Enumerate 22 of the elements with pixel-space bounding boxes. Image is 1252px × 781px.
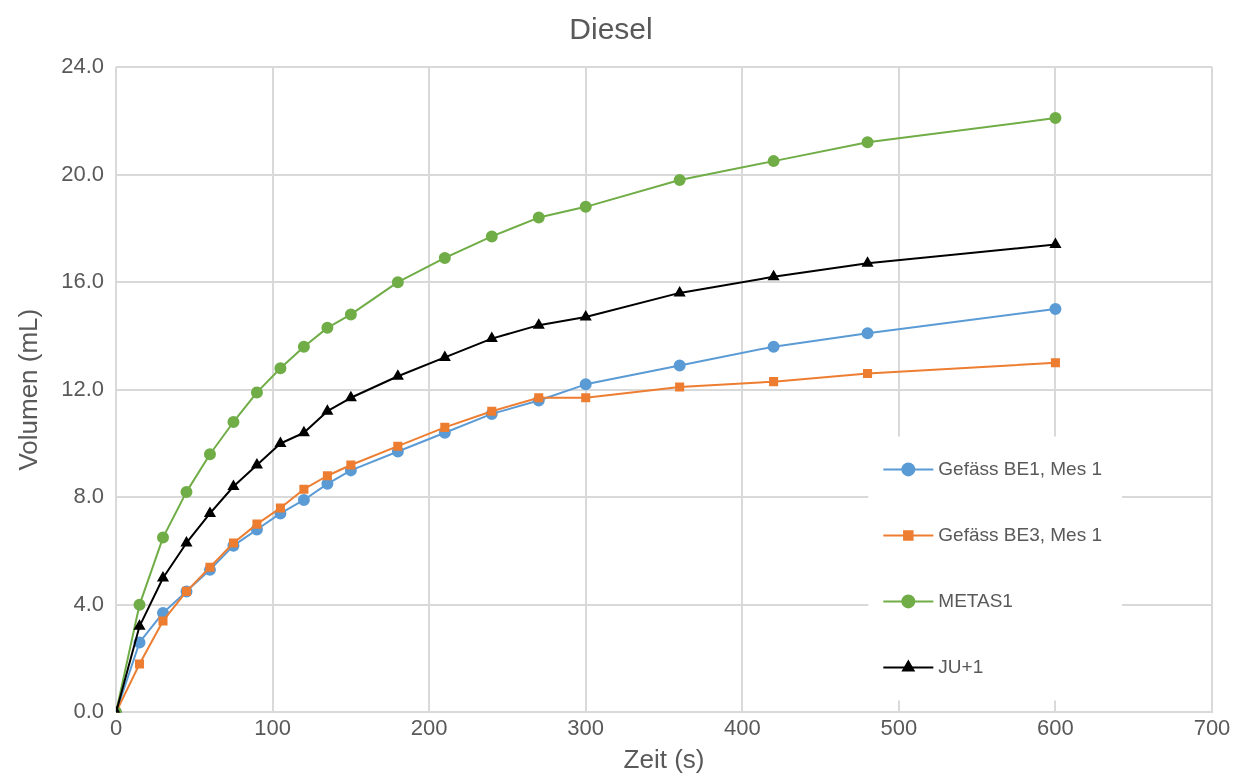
y-tick-label: 0.0 <box>73 698 105 724</box>
y-tick-label: 12.0 <box>61 375 105 401</box>
y-tick-label: 8.0 <box>73 483 105 509</box>
y-tick-label: 16.0 <box>61 268 105 294</box>
legend-label: METAS1 <box>938 589 1013 611</box>
y-tick-label: 20.0 <box>61 160 105 186</box>
x-tick-label: 200 <box>410 714 448 740</box>
y-tick-label: 24.0 <box>61 53 105 79</box>
y-tick-label: 4.0 <box>73 590 105 616</box>
y-axis-title: Volumen (mL) <box>12 308 43 471</box>
x-tick-label: 300 <box>567 714 605 740</box>
x-tick-label: 500 <box>880 714 918 740</box>
x-axis-title: Zeit (s) <box>623 743 705 774</box>
x-tick-label: 600 <box>1037 714 1074 740</box>
chart-title: Diesel <box>569 12 653 46</box>
x-tick-label: 700 <box>1193 714 1231 740</box>
x-tick-label: 0 <box>109 714 123 740</box>
x-tick-label: 100 <box>254 714 291 740</box>
legend-label: Gefäss BE1, Mes 1 <box>938 457 1103 479</box>
x-tick-label: 400 <box>723 714 761 740</box>
legend-label: Gefäss BE3, Mes 1 <box>938 523 1103 545</box>
legend-label: JU+1 <box>938 655 984 677</box>
